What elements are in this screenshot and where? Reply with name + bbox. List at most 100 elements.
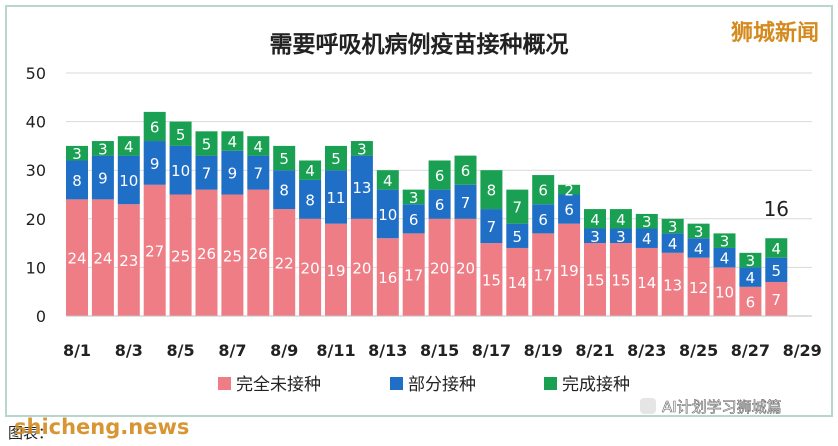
bar-segment-full bbox=[117, 136, 140, 156]
data-label: 5 bbox=[202, 135, 212, 153]
bar-segment-partial bbox=[376, 189, 399, 239]
legend-label: 完全未接种 bbox=[236, 375, 321, 395]
x-tick-label: 8/13 bbox=[368, 341, 407, 360]
data-label: 4 bbox=[772, 240, 782, 258]
watermark-logo-text: 狮城新闻 bbox=[731, 20, 819, 46]
data-label: 25 bbox=[223, 247, 242, 265]
legend-swatch bbox=[544, 377, 557, 390]
data-label: 3 bbox=[694, 223, 704, 241]
data-label: 9 bbox=[150, 155, 160, 173]
data-label: 3 bbox=[72, 145, 82, 163]
bar-segment-unvaccinated bbox=[221, 194, 244, 316]
data-label: 4 bbox=[228, 133, 238, 151]
data-label: 23 bbox=[119, 252, 138, 270]
bar-segment-full bbox=[687, 223, 710, 239]
bar-segment-full bbox=[506, 189, 529, 224]
data-label: 10 bbox=[378, 206, 397, 224]
data-label: 14 bbox=[508, 274, 527, 292]
data-label: 3 bbox=[616, 228, 626, 246]
wechat-account-name: AI计划学习狮城篇 bbox=[662, 398, 782, 416]
data-label: 26 bbox=[249, 245, 268, 263]
bar-segment-full bbox=[350, 141, 373, 156]
data-label: 6 bbox=[409, 211, 419, 229]
bar-segment-unvaccinated bbox=[558, 223, 581, 316]
bar-segment-unvaccinated bbox=[661, 252, 684, 316]
data-label: 7 bbox=[254, 165, 264, 183]
watermark-url: shicheng.news bbox=[14, 415, 189, 439]
bar-segment-partial bbox=[609, 228, 632, 244]
data-label: 5 bbox=[513, 228, 523, 246]
bar-segment-full bbox=[376, 170, 399, 190]
bar-segment-unvaccinated bbox=[609, 243, 632, 316]
bar-segment-partial bbox=[506, 223, 529, 248]
legend-swatch bbox=[390, 377, 403, 390]
total-annotation: 16 bbox=[764, 197, 789, 221]
bar-segment-unvaccinated bbox=[195, 189, 218, 316]
legend-swatch bbox=[218, 377, 231, 390]
y-tick-label: 50 bbox=[26, 64, 46, 83]
data-label: 20 bbox=[301, 259, 320, 277]
data-label: 13 bbox=[663, 276, 682, 294]
bar-segment-unvaccinated bbox=[506, 247, 529, 316]
bar-segment-partial bbox=[221, 150, 244, 195]
data-label: 3 bbox=[746, 252, 756, 270]
data-label: 5 bbox=[279, 150, 289, 168]
data-label: 12 bbox=[689, 279, 708, 297]
y-tick-label: 0 bbox=[36, 307, 46, 326]
data-label: 5 bbox=[331, 150, 341, 168]
x-tick-label: 8/7 bbox=[218, 341, 246, 360]
data-label: 17 bbox=[404, 267, 423, 285]
data-label: 14 bbox=[637, 274, 656, 292]
data-label: 3 bbox=[720, 233, 730, 251]
x-tick-label: 8/23 bbox=[627, 341, 666, 360]
bar-segment-partial bbox=[273, 170, 296, 210]
bar-segment-full bbox=[558, 184, 581, 195]
bar-segment-partial bbox=[739, 267, 762, 287]
chart-title: 需要呼吸机病例疫苗接种概况 bbox=[270, 31, 569, 58]
data-label: 8 bbox=[305, 191, 315, 209]
bar-segment-partial bbox=[454, 184, 477, 219]
x-tick-label: 8/9 bbox=[270, 341, 298, 360]
data-label: 6 bbox=[461, 162, 471, 180]
data-label: 11 bbox=[326, 189, 345, 207]
bar-segment-unvaccinated bbox=[350, 218, 373, 316]
data-label: 27 bbox=[145, 242, 164, 260]
bar-segment-full bbox=[325, 145, 347, 171]
bar-segment-unvaccinated bbox=[739, 286, 762, 316]
bar-segment-full bbox=[195, 131, 218, 156]
bar-segment-full bbox=[454, 155, 477, 185]
bar-segment-full bbox=[273, 145, 296, 171]
data-label: 3 bbox=[642, 213, 652, 231]
data-label: 6 bbox=[746, 293, 756, 311]
data-label: 24 bbox=[93, 250, 112, 268]
data-label: 3 bbox=[409, 189, 419, 207]
data-label: 10 bbox=[119, 172, 138, 190]
bar-segment-unvaccinated bbox=[428, 218, 451, 316]
bar-segment-full bbox=[635, 213, 658, 229]
legend: 完全未接种 部分接种 完成接种 bbox=[218, 375, 630, 395]
bar-segment-full bbox=[143, 111, 166, 142]
bar-segment-partial bbox=[558, 194, 581, 224]
data-label: 6 bbox=[538, 211, 548, 229]
bar-segment-full bbox=[584, 209, 606, 229]
data-label: 8 bbox=[487, 182, 497, 200]
bar-segment-unvaccinated bbox=[66, 199, 88, 316]
bar-segment-unvaccinated bbox=[635, 247, 658, 316]
bar-segment-full bbox=[480, 170, 503, 210]
bar-segment-unvaccinated bbox=[376, 238, 399, 316]
bar-segment-partial bbox=[687, 238, 710, 258]
data-label: 20 bbox=[430, 259, 449, 277]
bar-segment-partial bbox=[325, 170, 347, 224]
data-label: 4 bbox=[746, 269, 756, 287]
x-tick-label: 8/5 bbox=[167, 341, 195, 360]
bar-segment-full bbox=[661, 218, 684, 234]
data-label: 20 bbox=[456, 259, 475, 277]
bar-segment-unvaccinated bbox=[247, 189, 270, 316]
data-label: 10 bbox=[171, 162, 190, 180]
data-label: 6 bbox=[538, 182, 548, 200]
bar-segment-full bbox=[765, 238, 788, 258]
bar-segment-partial bbox=[143, 141, 166, 185]
data-label: 15 bbox=[585, 272, 604, 290]
data-label: 3 bbox=[357, 140, 367, 158]
